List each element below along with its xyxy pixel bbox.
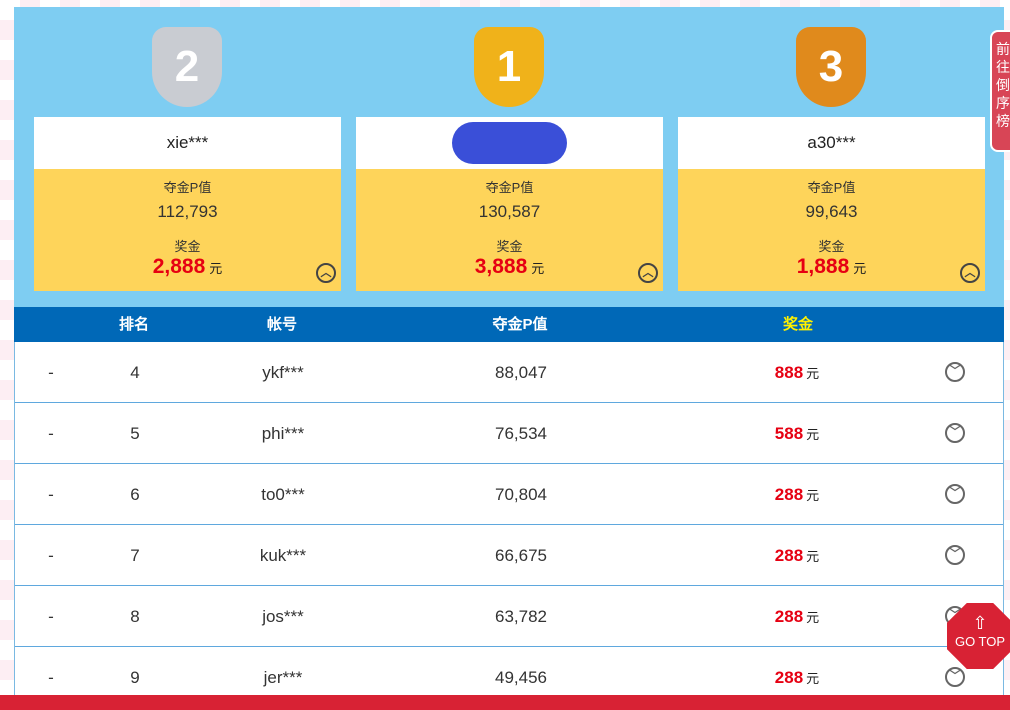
account: jos*** [262,607,304,626]
prize-label: 奖金 [496,239,523,254]
value-label: 夺金P值 [485,180,534,195]
prize: 1,888 元 [796,255,867,278]
value: 112,793 [157,202,218,221]
rank-change: - [48,424,54,443]
rank-change: - [48,363,54,382]
table-row: - 5 phi*** 76,534 588 元 ﹀ [15,403,1003,464]
header-rank: 排名 [118,316,150,333]
rank: 9 [130,668,140,687]
account: phi*** [261,424,305,443]
chevron-up-icon[interactable]: ︿ [638,263,658,283]
value-label: 夺金P值 [163,180,212,195]
side-tab[interactable]: 前往倒序榜 [990,30,1010,152]
go-top-button[interactable]: ⇧ GO TOP [947,603,1010,669]
rank: 6 [130,485,140,504]
account: ykf*** [262,363,304,382]
arrow-up-icon: ⇧ [972,613,988,633]
value: 66,675 [495,546,547,565]
prize: 2,888 元 [152,255,223,278]
rank-change: - [48,485,54,504]
account: jer*** [263,668,303,687]
go-top-label: GO TOP [954,634,1006,649]
chevron-down-icon[interactable]: ﹀ [945,484,965,504]
rank: 7 [130,546,140,565]
rank: 4 [130,363,140,382]
rank: 5 [130,424,140,443]
rank-change: - [48,607,54,626]
account: kuk*** [259,546,307,565]
table-row: - 6 to0*** 70,804 288 元 ﹀ [15,464,1003,525]
value: 70,804 [495,485,547,504]
account: to0*** [261,485,305,504]
podium-account [356,117,663,169]
chevron-down-icon[interactable]: ﹀ [945,362,965,382]
chevron-up-icon[interactable]: ︿ [960,263,980,283]
podium-card: a30*** 夺金P值 99,643 奖金 1,888 元 ︿ [678,117,985,291]
podium-account: a30*** [678,117,985,169]
table-header: 排名 帐号 夺金P值 奖金 [14,307,1004,342]
chevron-down-icon[interactable]: ﹀ [945,545,965,565]
prize: 288 元 [774,485,820,504]
chevron-down-icon[interactable]: ﹀ [945,667,965,687]
rank: 8 [130,607,140,626]
rank-change: - [48,668,54,687]
podium-card: xie*** 夺金P值 112,793 奖金 2,888 元 ︿ [34,117,341,291]
bottom-nav-bar [0,695,1010,710]
podium-card: 夺金P值 130,587 奖金 3,888 元 ︿ [356,117,663,291]
medal-rank-3-icon: 3 [796,27,866,107]
value: 63,782 [495,607,547,626]
prize: 888 元 [774,363,820,382]
header-account: 帐号 [266,316,298,333]
chevron-down-icon[interactable]: ﹀ [945,423,965,443]
table-row: - 7 kuk*** 66,675 288 元 ﹀ [15,525,1003,586]
value: 76,534 [495,424,547,443]
value-label: 夺金P值 [807,180,856,195]
redacted-name [452,122,567,164]
header-prize: 奖金 [782,316,814,333]
medal-rank-1-icon: 1 [474,27,544,107]
podium-account: xie*** [34,117,341,169]
prize: 588 元 [774,424,820,443]
table-row: - 4 ykf*** 88,047 888 元 ﹀ [15,342,1003,403]
prize-label: 奖金 [818,239,845,254]
chevron-up-icon[interactable]: ︿ [316,263,336,283]
prize: 3,888 元 [474,255,545,278]
header-value: 夺金P值 [492,316,548,333]
prize-label: 奖金 [174,239,201,254]
medal-rank-2-icon: 2 [152,27,222,107]
rank-change: - [48,546,54,565]
prize: 288 元 [774,607,820,626]
podium-panel: 2 xie*** 夺金P值 112,793 奖金 2,888 元 ︿ 1 夺金P值… [14,7,1004,307]
value: 130,587 [478,202,541,221]
value: 49,456 [495,668,547,687]
prize: 288 元 [774,668,820,687]
ranking-list: - 4 ykf*** 88,047 888 元 ﹀ - 5 phi*** 76,5… [14,342,1004,708]
value: 99,643 [805,202,858,221]
value: 88,047 [495,363,547,382]
prize: 288 元 [774,546,820,565]
